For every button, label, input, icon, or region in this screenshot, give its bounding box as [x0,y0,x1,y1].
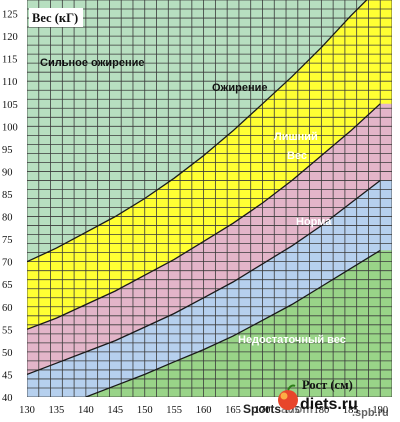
zone-label-obesity-severe: Сильное ожирение [40,57,145,69]
zone-label-underweight: Недостаточный вес [238,334,346,346]
y-tick-label: 50 [2,348,13,359]
y-tick-label: 110 [2,77,17,88]
zone-label-overweight-2: Вес [287,150,307,162]
x-tick-label: 135 [49,405,65,416]
y-tick-label: 70 [2,258,13,269]
watermark-sports: Sports [243,402,281,416]
zone-underweight [27,250,392,397]
y-tick-label: 45 [2,370,13,381]
zone-boundaries [27,0,381,397]
y-tick-label: 60 [2,303,13,314]
watermark-diets: diets.ru [300,396,358,413]
y-axis-ticks: 40 45 50 55 60 65 70 75 80 85 90 95 100 105 110 115 120 1… [2,10,18,404]
y-axis-title-bg [29,8,83,27]
x-tick-label: 160 [196,405,212,416]
y-tick-label: 80 [2,213,13,224]
zone-boundary-line [27,0,368,263]
zone-label-overweight-1: Лишний [274,131,318,143]
y-tick-label: 65 [2,280,13,291]
x-tick-label: 165 [225,405,241,416]
x-axis-ticks: 130 135 140 145 150 155 160 165 170 175 180 185 190 [19,405,388,416]
y-tick-label: 85 [2,190,13,201]
x-tick-label: 140 [78,405,94,416]
x-tick-label: 150 [137,405,153,416]
x-tick-label: 130 [19,405,35,416]
y-tick-label: 120 [2,32,18,43]
apple-logo-icon [278,384,298,410]
zone-boundary-line [85,249,381,397]
y-tick-label: 105 [2,100,18,111]
x-tick-label: 180 [313,405,329,416]
x-tick-label: 190 [372,405,388,416]
watermark-domain: .spb.ru [352,407,389,419]
y-tick-label: 115 [2,55,17,66]
chart-grid [27,0,392,397]
y-tick-label: 75 [2,235,13,246]
y-tick-label: 125 [2,10,18,21]
x-axis-title: Рост (см) [302,378,353,392]
zone-boundary-line [27,179,381,376]
zone-boundary-line [27,103,381,330]
y-axis-title: Вес (кГ) [32,11,78,25]
x-tick-label: 155 [166,405,182,416]
x-tick-label: 175 [284,405,300,416]
x-tick-label: 170 [255,405,271,416]
x-tick-label: 145 [107,405,123,416]
zone-label-obesity: Ожирение [212,82,267,94]
y-tick-label: 95 [2,145,13,156]
y-tick-label: 55 [2,325,13,336]
y-tick-label: 40 [2,393,13,404]
watermark: Sports adom diets.ru .spb.ru [243,384,389,419]
zone-label-normal: Норма [296,216,332,228]
x-tick-label: 185 [343,405,359,416]
y-tick-label: 90 [2,167,13,178]
y-tick-label: 100 [2,122,18,133]
